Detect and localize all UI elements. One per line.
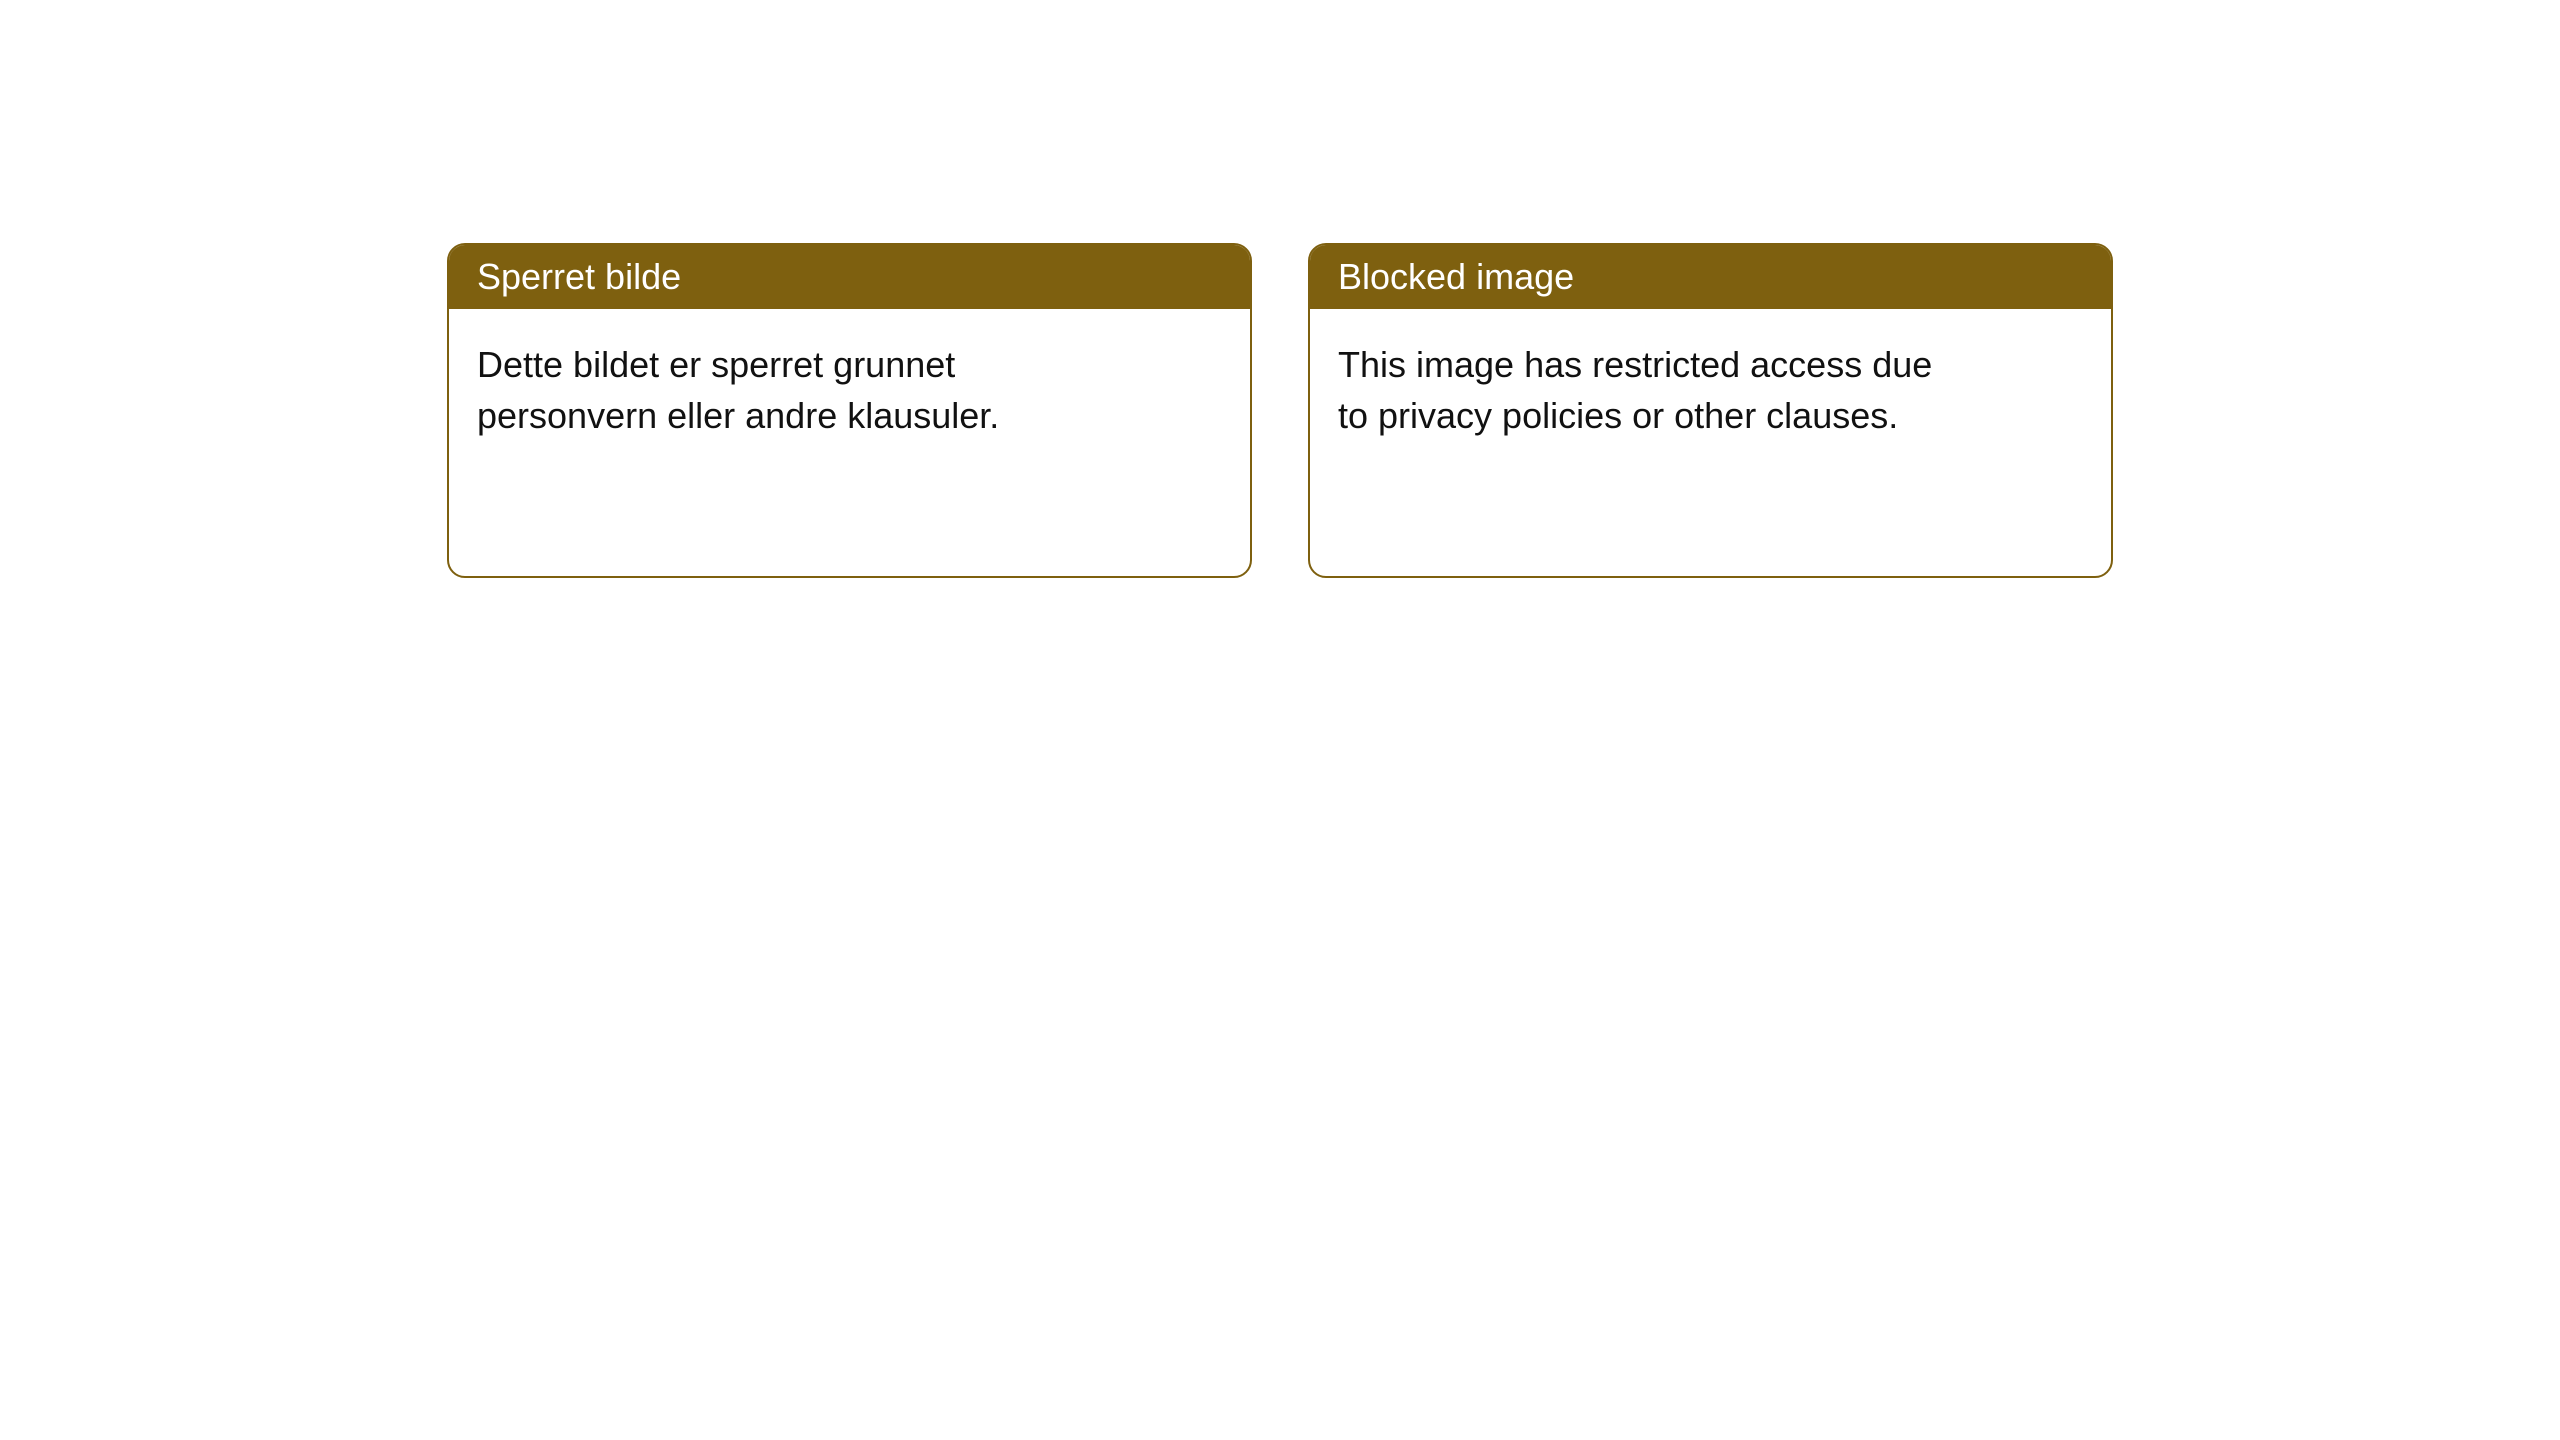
notice-body: This image has restricted access due to … [1310,309,1980,471]
notice-body: Dette bildet er sperret grunnet personve… [449,309,1119,471]
notice-header: Sperret bilde [449,245,1250,309]
notice-card-norwegian: Sperret bilde Dette bildet er sperret gr… [447,243,1252,578]
notice-card-english: Blocked image This image has restricted … [1308,243,2113,578]
notice-container: Sperret bilde Dette bildet er sperret gr… [0,0,2560,578]
notice-header: Blocked image [1310,245,2111,309]
